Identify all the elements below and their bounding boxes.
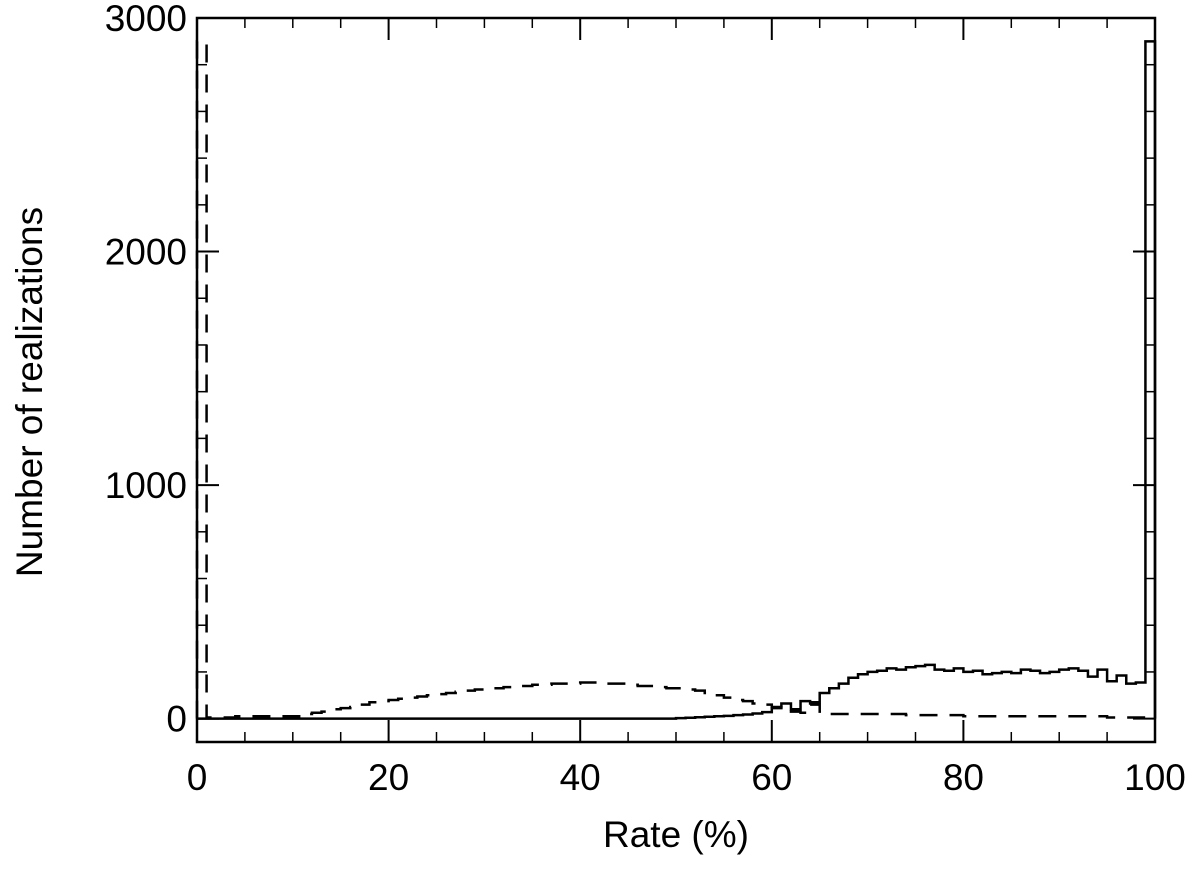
ticks-layer [196,17,1156,742]
y-tick-label: 0 [166,699,187,740]
solid-histogram-series [197,40,1157,720]
x-tick-label: 40 [560,757,601,798]
series-layer [195,40,1157,720]
y-tick-label: 3000 [105,0,187,39]
plot-frame [195,16,1157,744]
y-axis-title: Number of realizations [9,207,50,577]
x-tick-label: 100 [1124,757,1186,798]
y-tick-label: 1000 [105,465,187,506]
x-tick-label: 20 [368,757,409,798]
x-axis-title: Rate (%) [603,814,749,855]
x-tick-label: 60 [751,757,792,798]
x-tick-label: 0 [187,757,208,798]
x-tick-label: 80 [943,757,984,798]
y-tick-label: 2000 [105,232,187,273]
dashed-histogram-series [195,40,1157,719]
